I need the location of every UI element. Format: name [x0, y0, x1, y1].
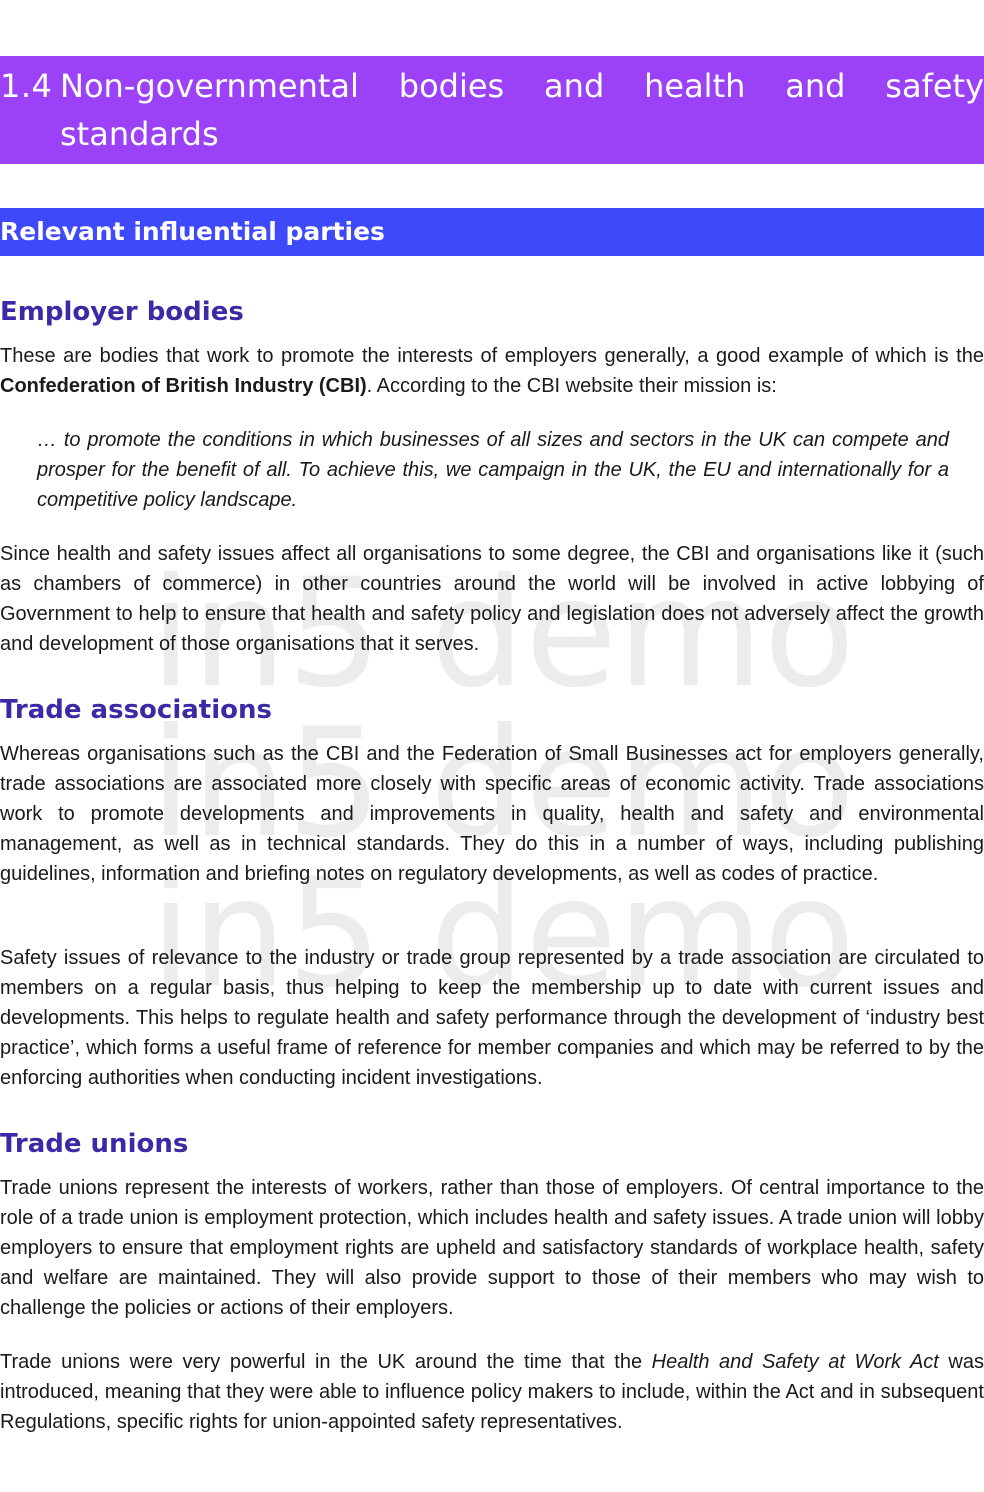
employer-bodies-intro: These are bodies that work to promote th…	[0, 341, 984, 401]
section-header: 1.4 Non-governmental bodies and health a…	[0, 56, 984, 164]
cbi-mission-quote: … to promote the conditions in which bus…	[37, 429, 949, 511]
intro-text-before: These are bodies that work to promote th…	[0, 345, 984, 367]
para2-text-after: was introduced, meaning that they were a…	[0, 1351, 984, 1433]
act-title: Health and Safety at Work Act	[651, 1351, 939, 1373]
trade-associations-paragraph-2: Safety issues of relevance to the indust…	[0, 947, 984, 1089]
para2-text-before: Trade unions were very powerful in the U…	[0, 1351, 652, 1373]
trade-associations-paragraph-1: Whereas organisations such as the CBI an…	[0, 743, 984, 885]
trade-unions-paragraph-1: Trade unions represent the interests of …	[0, 1177, 984, 1319]
section-title: Non-governmental bodies and health and s…	[60, 67, 984, 153]
section-number: 1.4	[0, 67, 53, 105]
heading-trade-unions: Trade unions	[0, 1129, 189, 1159]
intro-text-after: . According to the CBI website their mis…	[366, 375, 777, 397]
cbi-name: Confederation of British Industry (CBI)	[0, 375, 367, 397]
subsection-title: Relevant influential parties	[0, 208, 984, 256]
heading-trade-associations: Trade associations	[0, 695, 272, 725]
trade-unions-paragraph-2: Trade unions were very powerful in the U…	[0, 1347, 984, 1437]
employer-bodies-paragraph-2: Since health and safety issues affect al…	[0, 543, 984, 655]
heading-employer-bodies: Employer bodies	[0, 297, 244, 327]
